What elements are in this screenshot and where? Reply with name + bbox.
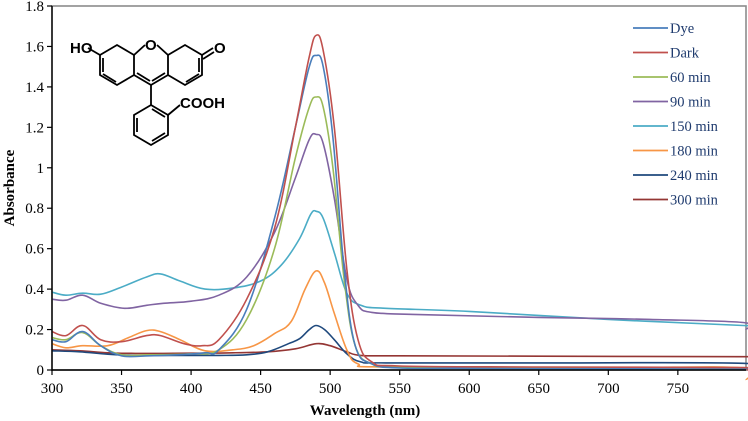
y-tick-label: 1.6 (25, 39, 44, 55)
structure-label-ketone-o: O (214, 40, 226, 57)
legend-label: 150 min (670, 119, 719, 135)
legend-label: Dark (670, 46, 700, 62)
legend: Dye Dark 60 min 90 min 150 min 180 min 240 min… (633, 21, 719, 209)
x-tick-label: 400 (180, 381, 203, 397)
y-tick-label: 0.6 (25, 242, 44, 258)
fluorescein-structure-inset (87, 43, 215, 147)
y-tick-label: 1 (37, 161, 45, 177)
x-tick-label: 500 (319, 381, 342, 397)
x-tick-label: 600 (458, 381, 481, 397)
legend-label: Dye (670, 21, 694, 37)
legend-label: 180 min (670, 144, 719, 160)
series-line-90-min (51, 132, 748, 331)
series-line-dye (51, 54, 748, 371)
y-tick-label: 1.2 (25, 120, 44, 136)
y-axis-title: Absorbance (2, 149, 18, 226)
legend-label: 240 min (670, 168, 719, 184)
y-tick-label: 0.2 (25, 323, 44, 339)
x-tick-label: 550 (388, 381, 411, 397)
x-axis-title: Wavelength (nm) (310, 403, 420, 419)
y-tick-label: 0.8 (25, 201, 44, 217)
x-axis-ticks: 300 350 400 450 500 550 600 650 700 750 (41, 370, 689, 397)
y-axis-ticks: 0 0.2 0.4 0.6 0.8 1 1.2 1.4 1.6 1.8 (25, 0, 52, 379)
plot-frame (51, 5, 747, 371)
legend-label: 300 min (670, 193, 719, 209)
x-tick-label: 650 (528, 381, 551, 397)
x-tick-label: 300 (41, 381, 64, 397)
series-line-300-min (51, 342, 748, 358)
x-tick-label: 350 (110, 381, 133, 397)
x-tick-label: 750 (667, 381, 690, 397)
structure-label-ho: HO (70, 40, 93, 57)
legend-label: 60 min (670, 70, 711, 86)
structure-label-cooh: COOH (180, 95, 225, 112)
y-tick-label: 1.8 (25, 0, 44, 15)
series-layer (51, 34, 748, 381)
x-tick-label: 700 (597, 381, 620, 397)
y-tick-label: 0 (37, 363, 45, 379)
series-line-dark (51, 34, 748, 371)
series-line-150-min (51, 209, 748, 327)
x-tick-label: 450 (249, 381, 272, 397)
y-tick-label: 0.4 (25, 282, 44, 298)
series-line-240-min (51, 324, 748, 371)
structure-label-ring-o: O (145, 37, 157, 54)
y-tick-label: 1.4 (25, 80, 44, 96)
legend-label: 90 min (670, 95, 711, 111)
